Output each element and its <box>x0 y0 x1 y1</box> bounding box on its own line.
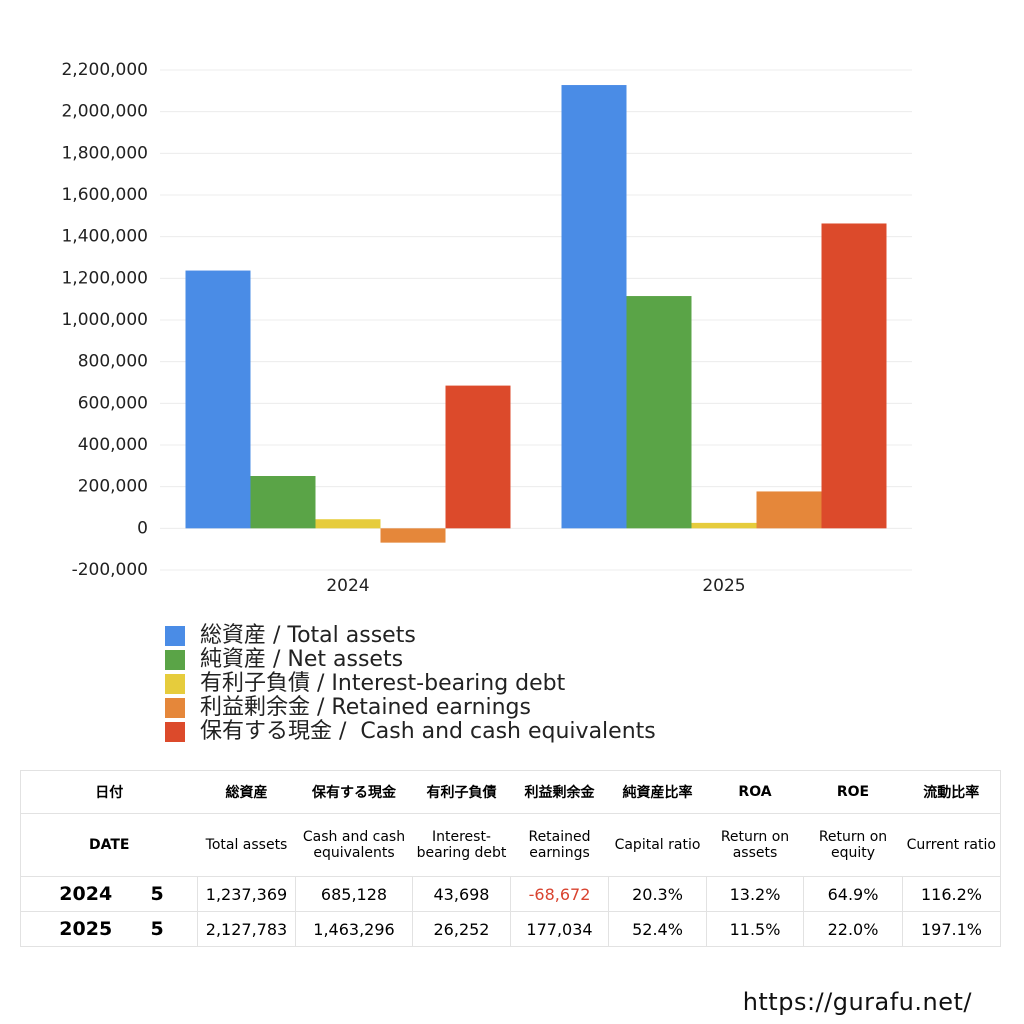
table-cell: 純資産比率 <box>622 785 693 801</box>
y-tick-label: 1,400,000 <box>61 227 148 247</box>
bar <box>445 385 511 529</box>
y-tick-label: -200,000 <box>72 560 148 580</box>
table-cell: 13.2% <box>706 876 804 912</box>
legend-label: 純資産 / Net assets <box>200 647 403 672</box>
y-tick-label: 2,000,000 <box>61 102 148 122</box>
table-row: 日付 総資産 保有する現金 有利子負債 利益剰余金 純資産比率 ROA ROE 流動比率 <box>20 770 1001 814</box>
bar <box>756 491 822 529</box>
bar <box>185 270 251 529</box>
table-cell: 43,698 <box>412 876 511 912</box>
table-cell: 1,463,296 <box>295 911 413 947</box>
bar <box>315 519 381 529</box>
table-cell: 685,128 <box>295 876 413 912</box>
site-url: https://gurafu.net/ <box>742 988 972 1016</box>
x-tick-label: 2025 <box>702 576 745 596</box>
table-cell: Interest-bearing debt <box>416 829 507 861</box>
y-tick-label: 1,800,000 <box>61 143 148 163</box>
table-cell: 177,034 <box>510 911 609 947</box>
legend-label: 利益剰余金 / Retained earnings <box>200 695 531 720</box>
legend-label: 有利子負債 / Interest-bearing debt <box>200 671 566 696</box>
table-cell: 52.4% <box>608 911 707 947</box>
legend-label: 総資産 / Total assets <box>200 623 416 648</box>
table-cell: DATE <box>20 813 198 877</box>
table-cell: -68,672 <box>510 876 609 912</box>
bar <box>561 85 627 529</box>
legend-swatch <box>165 698 185 718</box>
bar <box>691 522 757 529</box>
table-cell: Return on equity <box>818 829 888 861</box>
y-tick-label: 2,200,000 <box>61 60 148 80</box>
x-tick-label: 2024 <box>326 576 369 596</box>
y-tick-label: 400,000 <box>78 435 148 455</box>
y-tick-label: 1,000,000 <box>61 310 148 330</box>
table-cell: Current ratio <box>902 813 1001 877</box>
y-tick-label: 1,200,000 <box>61 268 148 288</box>
table-row: 2024 5 1,237,369 685,128 43,698 -68,672 20.3% 1… <box>20 876 1001 912</box>
table-cell: 2,127,783 <box>197 911 296 947</box>
table-cell: ROA <box>738 784 772 800</box>
table-cell: 11.5% <box>706 911 804 947</box>
table-cell: 64.9% <box>803 876 903 912</box>
data-table: 日付 総資産 保有する現金 有利子負債 利益剰余金 純資産比率 ROA ROE 流動比率 DATE… <box>20 770 1001 947</box>
table-cell: 2024 <box>20 876 151 912</box>
y-tick-label: 600,000 <box>78 393 148 413</box>
bar <box>821 223 887 529</box>
legend-label: 保有する現金 / Cash and cash equivalents <box>200 719 656 744</box>
table-cell: Cash and cash equivalents <box>302 829 406 861</box>
table-cell: Return on assets <box>720 829 790 861</box>
table-cell: 1,237,369 <box>197 876 296 912</box>
table-cell: ROE <box>836 784 870 800</box>
table-cell: 保有する現金 <box>312 785 396 801</box>
table-cell: Retained earnings <box>528 829 591 861</box>
table-row: DATE Total assets Cash and cash equivalent… <box>20 813 1001 877</box>
table-cell: 26,252 <box>412 911 511 947</box>
table-cell: 20.3% <box>608 876 707 912</box>
table-cell: 197.1% <box>902 911 1001 947</box>
bar <box>250 476 316 529</box>
y-tick-label: 0 <box>137 518 148 538</box>
table-cell: 22.0% <box>803 911 903 947</box>
chart: -200,000 0 200,000 400,000 600,000 800,000 1,0… <box>61 60 912 744</box>
table-cell: Total assets <box>205 837 288 853</box>
legend-swatch <box>165 650 185 670</box>
table-cell: 日付 <box>20 770 198 814</box>
table-row: 2025 5 2,127,783 1,463,296 26,252 177,034 52.4… <box>20 911 1001 947</box>
table-cell: 2025 <box>20 911 151 947</box>
table-cell: 有利子負債 <box>426 785 497 801</box>
y-tick-label: 200,000 <box>78 477 148 497</box>
legend-swatch <box>165 674 185 694</box>
legend-swatch <box>165 722 185 742</box>
table-cell: 流動比率 <box>902 770 1001 814</box>
table-cell: 5 <box>150 876 198 912</box>
table-cell: 総資産 <box>225 785 268 801</box>
y-tick-label: 1,600,000 <box>61 185 148 205</box>
bar <box>626 296 692 529</box>
table-cell: 5 <box>150 911 198 947</box>
table-cell: 利益剰余金 <box>524 785 595 801</box>
table-cell: Capital ratio <box>614 837 701 853</box>
y-tick-label: 800,000 <box>78 352 148 372</box>
table-cell: 116.2% <box>902 876 1001 912</box>
legend-swatch <box>165 626 185 646</box>
bar <box>380 528 446 543</box>
